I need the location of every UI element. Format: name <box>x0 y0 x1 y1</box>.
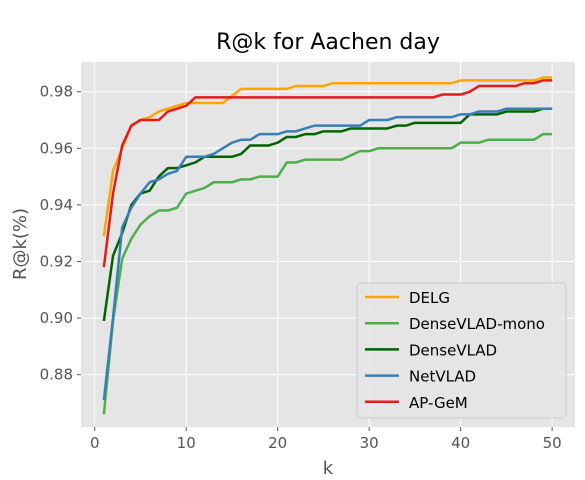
y-tick-label: 0.90 <box>40 309 73 327</box>
x-tick-label: 0 <box>90 434 100 452</box>
chart-title: R@k for Aachen day <box>216 30 440 55</box>
x-axis-label: k <box>323 458 334 479</box>
x-axis-ticks: 0 10 20 30 40 50 <box>90 427 562 452</box>
x-tick-label: 40 <box>451 434 470 452</box>
x-tick-label: 30 <box>360 434 379 452</box>
legend: DELG DenseVLAD-mono DenseVLAD NetVLAD AP-GeM <box>356 282 567 419</box>
y-tick-label: 0.96 <box>40 139 73 157</box>
y-axis-label: R@k(%) <box>10 208 31 280</box>
legend-label: DenseVLAD-mono <box>409 315 545 333</box>
y-tick-label: 0.98 <box>40 83 73 101</box>
x-tick-label: 10 <box>177 434 196 452</box>
x-tick-label: 50 <box>543 434 562 452</box>
legend-entry: DenseVLAD-mono <box>365 315 545 333</box>
series-line-ap-gem <box>102 79 553 268</box>
x-tick-label: 20 <box>268 434 287 452</box>
y-tick-label: 0.88 <box>40 366 73 384</box>
series-line-densevlad-mono <box>102 132 553 415</box>
legend-label: DenseVLAD <box>409 341 497 359</box>
y-axis-ticks: 0.88 0.90 0.92 0.94 0.96 0.98 <box>40 83 81 384</box>
legend-box <box>356 282 567 419</box>
y-tick-label: 0.92 <box>40 252 73 270</box>
legend-entry: NetVLAD <box>365 368 476 386</box>
legend-entry: DELG <box>365 289 450 307</box>
legend-label: NetVLAD <box>409 368 476 386</box>
legend-label: DELG <box>409 289 450 307</box>
legend-entry: DenseVLAD <box>365 341 497 359</box>
series-layer <box>102 76 553 415</box>
series-line-netvlad <box>102 107 553 401</box>
legend-label: AP-GeM <box>409 394 468 412</box>
y-tick-label: 0.94 <box>40 196 73 214</box>
legend-entry: AP-GeM <box>365 394 468 412</box>
